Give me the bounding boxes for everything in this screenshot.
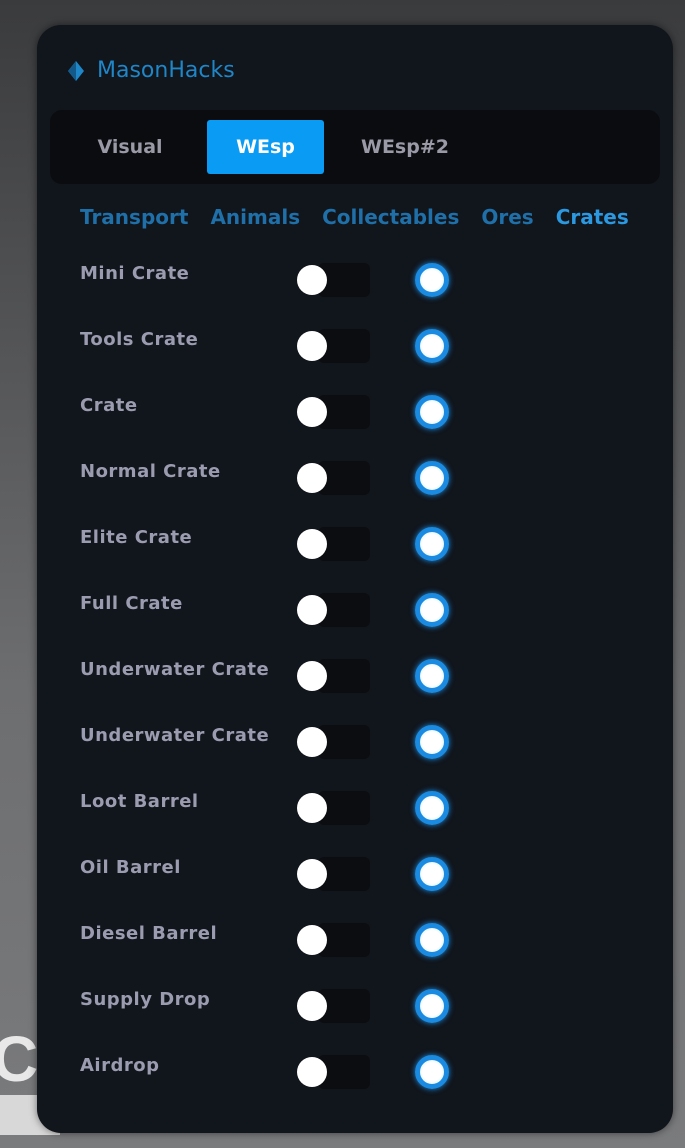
- toggle-knob: [297, 1057, 327, 1087]
- enable-toggle[interactable]: [288, 527, 404, 561]
- radio-button[interactable]: [415, 791, 449, 825]
- item-label: Crate: [80, 395, 138, 416]
- tab-wesp[interactable]: WEsp: [207, 120, 324, 174]
- subtab-bar: Transport Animals Collectables Ores Crat…: [80, 205, 629, 229]
- radio-button[interactable]: [415, 395, 449, 429]
- brand: MasonHacks: [65, 58, 235, 83]
- tab-wesp2[interactable]: WEsp#2: [361, 136, 449, 158]
- enable-toggle[interactable]: [288, 923, 404, 957]
- radio-button[interactable]: [415, 923, 449, 957]
- subtab-crates[interactable]: Crates: [555, 205, 629, 229]
- subtab-animals[interactable]: Animals: [210, 205, 301, 229]
- toggle-knob: [297, 265, 327, 295]
- toggle-knob: [297, 595, 327, 625]
- subtab-transport[interactable]: Transport: [80, 205, 189, 229]
- item-label: Mini Crate: [80, 263, 190, 284]
- list-item: Oil Barrel: [80, 857, 640, 903]
- list-item: Underwater Crate: [80, 725, 640, 771]
- enable-toggle[interactable]: [288, 659, 404, 693]
- blue-diamond-icon: [68, 60, 84, 81]
- toggle-knob: [297, 925, 327, 955]
- item-label: Loot Barrel: [80, 791, 199, 812]
- item-label: Oil Barrel: [80, 857, 181, 878]
- radio-button[interactable]: [415, 527, 449, 561]
- item-label: Elite Crate: [80, 527, 193, 548]
- toggle-knob: [297, 661, 327, 691]
- subtab-ores[interactable]: Ores: [481, 205, 534, 229]
- item-label: Supply Drop: [80, 989, 211, 1010]
- list-item: Tools Crate: [80, 329, 640, 375]
- list-item: Supply Drop: [80, 989, 640, 1035]
- enable-toggle[interactable]: [288, 791, 404, 825]
- enable-toggle[interactable]: [288, 593, 404, 627]
- item-label: Full Crate: [80, 593, 183, 614]
- enable-toggle[interactable]: [288, 461, 404, 495]
- list-item: Full Crate: [80, 593, 640, 639]
- radio-button[interactable]: [415, 263, 449, 297]
- toggle-knob: [297, 859, 327, 889]
- list-item: Airdrop: [80, 1055, 640, 1101]
- enable-toggle[interactable]: [288, 395, 404, 429]
- radio-button[interactable]: [415, 989, 449, 1023]
- enable-toggle[interactable]: [288, 989, 404, 1023]
- list-item: Elite Crate: [80, 527, 640, 573]
- radio-button[interactable]: [415, 593, 449, 627]
- item-label: Normal Crate: [80, 461, 221, 482]
- radio-button[interactable]: [415, 329, 449, 363]
- list-item: Underwater Crate: [80, 659, 640, 705]
- radio-button[interactable]: [415, 1055, 449, 1089]
- enable-toggle[interactable]: [288, 329, 404, 363]
- list-item: Normal Crate: [80, 461, 640, 507]
- item-label: Airdrop: [80, 1055, 160, 1076]
- list-item: Crate: [80, 395, 640, 441]
- item-label: Underwater Crate: [80, 659, 270, 680]
- toggle-knob: [297, 397, 327, 427]
- toggle-knob: [297, 991, 327, 1021]
- list-item: Diesel Barrel: [80, 923, 640, 969]
- app-title: MasonHacks: [97, 58, 235, 83]
- tab-bar: Visual WEsp WEsp#2: [50, 110, 660, 184]
- enable-toggle[interactable]: [288, 725, 404, 759]
- radio-button[interactable]: [415, 461, 449, 495]
- radio-button[interactable]: [415, 659, 449, 693]
- radio-button[interactable]: [415, 857, 449, 891]
- enable-toggle[interactable]: [288, 857, 404, 891]
- enable-toggle[interactable]: [288, 1055, 404, 1089]
- toggle-knob: [297, 529, 327, 559]
- item-label: Underwater Crate: [80, 725, 270, 746]
- list-item: Mini Crate: [80, 263, 640, 309]
- toggle-knob: [297, 331, 327, 361]
- tab-visual[interactable]: Visual: [97, 136, 163, 158]
- item-label: Tools Crate: [80, 329, 199, 350]
- list-item: Loot Barrel: [80, 791, 640, 837]
- radio-button[interactable]: [415, 725, 449, 759]
- toggle-knob: [297, 463, 327, 493]
- cheat-menu-panel: MasonHacks Visual WEsp WEsp#2 Transport …: [37, 25, 673, 1133]
- subtab-collectables[interactable]: Collectables: [322, 205, 460, 229]
- toggle-knob: [297, 793, 327, 823]
- toggle-knob: [297, 727, 327, 757]
- item-label: Diesel Barrel: [80, 923, 218, 944]
- enable-toggle[interactable]: [288, 263, 404, 297]
